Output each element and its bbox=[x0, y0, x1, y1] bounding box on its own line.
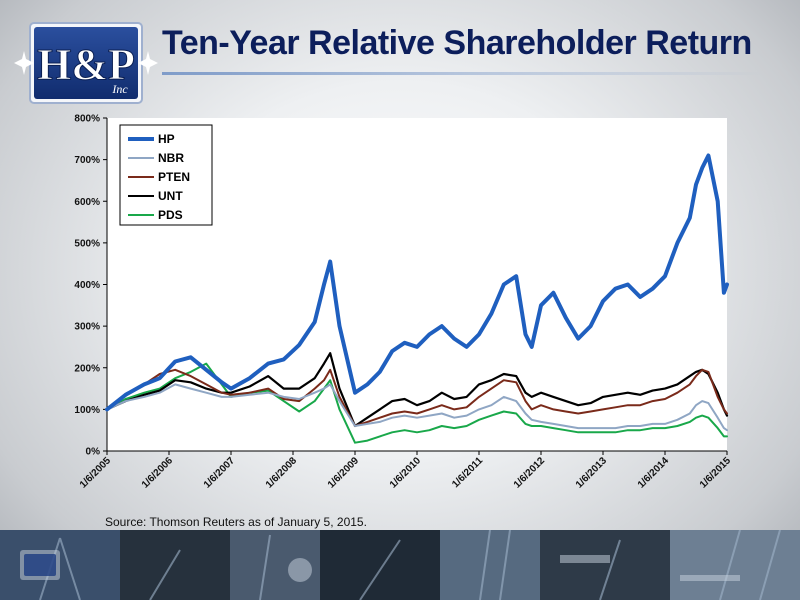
y-tick-label: 200% bbox=[74, 363, 100, 374]
x-tick-label: 1/6/2013 bbox=[574, 455, 610, 491]
series-line-pten bbox=[106, 368, 728, 427]
y-tick-label: 400% bbox=[74, 280, 100, 291]
legend-label-nbr: NBR bbox=[158, 151, 184, 165]
source-note: Source: Thomson Reuters as of January 5,… bbox=[105, 515, 367, 529]
company-logo: H&P Inc bbox=[14, 22, 158, 104]
logo-sub-text: Inc bbox=[111, 82, 128, 96]
x-tick-label: 1/6/2009 bbox=[326, 455, 362, 491]
legend-label-hp: HP bbox=[158, 132, 175, 146]
slide-title: Ten-Year Relative Shareholder Return bbox=[162, 24, 752, 62]
series-line-nbr bbox=[106, 383, 728, 432]
x-tick-label: 1/6/2006 bbox=[140, 455, 176, 491]
y-tick-label: 800% bbox=[74, 114, 100, 125]
footer-photo-strip bbox=[0, 530, 800, 600]
x-tick-label: 1/6/2014 bbox=[636, 455, 672, 491]
star-right-icon bbox=[138, 51, 158, 75]
line-chart: 0% 100% 200% 300% 400% 500% 600% 700% 800% 1/6/2… bbox=[74, 114, 734, 491]
x-tick-label: 1/6/2012 bbox=[512, 455, 548, 491]
series-line-pds bbox=[106, 362, 728, 444]
legend-label-pds: PDS bbox=[158, 208, 183, 222]
star-left-icon bbox=[14, 51, 34, 75]
x-tick-label: 1/6/2005 bbox=[78, 455, 114, 491]
x-tick-label: 1/6/2008 bbox=[264, 455, 300, 491]
legend-box bbox=[119, 124, 213, 226]
series-line-unt bbox=[105, 352, 729, 428]
y-tick-label: 100% bbox=[74, 405, 100, 416]
y-tick-label: 300% bbox=[74, 322, 100, 333]
x-tick-label: 1/6/2011 bbox=[450, 455, 485, 490]
y-tick-label: 600% bbox=[74, 197, 100, 208]
x-axis: 1/6/2005 1/6/2006 1/6/2007 1/6/2008 1/6/2009… bbox=[78, 450, 734, 491]
y-tick-label: 0% bbox=[86, 447, 101, 458]
legend-label-pten: PTEN bbox=[158, 170, 190, 184]
logo-text: H&P bbox=[37, 40, 135, 89]
y-tick-label: 500% bbox=[74, 238, 100, 249]
x-tick-label: 1/6/2010 bbox=[388, 455, 424, 491]
series-layer bbox=[105, 153, 729, 444]
legend-label-unt: UNT bbox=[158, 189, 183, 203]
x-tick-label: 1/6/2015 bbox=[698, 455, 734, 491]
chart-legend: HP NBR PTEN UNT PDS bbox=[119, 124, 213, 226]
x-tick-label: 1/6/2007 bbox=[202, 455, 238, 491]
series-line-hp bbox=[105, 153, 729, 412]
footer-photos bbox=[0, 530, 800, 600]
title-underline bbox=[162, 72, 762, 75]
y-tick-label: 700% bbox=[74, 155, 100, 166]
